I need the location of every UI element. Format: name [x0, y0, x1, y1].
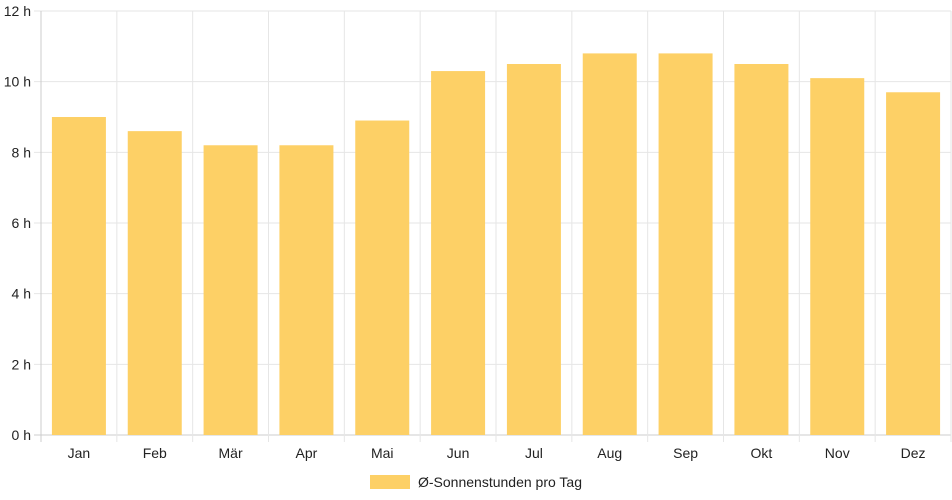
y-tick-label: 10 h: [4, 74, 31, 90]
y-tick-label: 8 h: [12, 144, 31, 160]
x-tick-label: Sep: [673, 445, 698, 461]
x-tick-label: Mär: [219, 445, 243, 461]
bars: [51, 53, 941, 436]
bar-Apr[interactable]: [279, 145, 334, 435]
bar-Feb[interactable]: [127, 131, 182, 435]
bar-Nov[interactable]: [810, 78, 865, 435]
bar-Mär[interactable]: [203, 145, 258, 435]
x-tick-label: Nov: [825, 445, 850, 461]
y-tick-label: 12 h: [4, 3, 31, 19]
x-tick-label: Jun: [447, 445, 470, 461]
bar-Aug[interactable]: [582, 53, 637, 436]
legend-swatch[interactable]: [370, 475, 410, 489]
x-tick-label: Mai: [371, 445, 394, 461]
x-tick-label: Okt: [751, 445, 773, 461]
y-tick-label: 6 h: [12, 215, 31, 231]
y-tick-label: 2 h: [12, 356, 31, 372]
legend[interactable]: Ø-Sonnenstunden pro Tag: [370, 474, 582, 490]
y-axis-ticks: 0 h 2 h 4 h 6 h 8 h 10 h 12 h: [4, 3, 31, 443]
y-tick-label: 4 h: [12, 286, 31, 302]
bar-Sep[interactable]: [658, 53, 713, 436]
x-tick-label: Aug: [597, 445, 622, 461]
x-axis-ticks: Jan Feb Mär Apr Mai Jun Jul Aug Sep Okt Nov Dez: [68, 445, 926, 461]
x-tick-label: Feb: [143, 445, 167, 461]
y-tick-label: 0 h: [12, 427, 31, 443]
bar-Jan[interactable]: [51, 117, 106, 435]
grid-lines: [34, 10, 952, 442]
bar-Okt[interactable]: [734, 64, 789, 435]
bar-Jun[interactable]: [431, 71, 486, 436]
bar-Jul[interactable]: [506, 64, 561, 435]
x-tick-label: Apr: [296, 445, 318, 461]
bar-Mai[interactable]: [355, 120, 410, 436]
x-tick-label: Jul: [525, 445, 543, 461]
x-tick-label: Dez: [901, 445, 926, 461]
x-tick-label: Jan: [68, 445, 91, 461]
bar-Dez[interactable]: [886, 92, 941, 436]
legend-label[interactable]: Ø-Sonnenstunden pro Tag: [418, 474, 582, 490]
